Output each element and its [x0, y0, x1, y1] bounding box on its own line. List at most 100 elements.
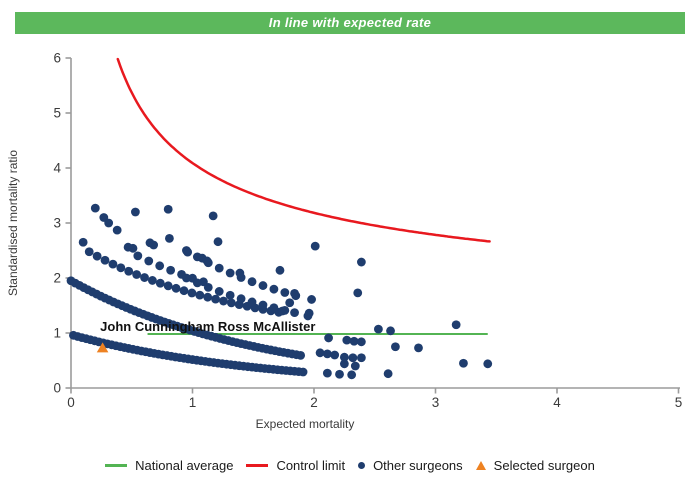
other-surgeon-dot[interactable]	[451, 320, 461, 330]
other-surgeon-dot[interactable]	[149, 240, 159, 250]
other-surgeon-dot[interactable]	[214, 263, 224, 273]
national-average-line-icon	[105, 464, 128, 467]
other-surgeon-dot[interactable]	[339, 352, 349, 362]
other-surgeon-dot[interactable]	[148, 276, 157, 285]
other-surgeon-dot[interactable]	[348, 353, 358, 363]
other-surgeon-dot[interactable]	[104, 218, 114, 228]
other-surgeon-dot[interactable]	[182, 273, 191, 283]
other-surgeon-dot[interactable]	[124, 266, 134, 276]
other-surgeon-dot[interactable]	[391, 342, 400, 352]
other-surgeon-dot[interactable]	[330, 350, 340, 360]
other-surgeon-dot[interactable]	[108, 259, 118, 269]
other-surgeon-dot[interactable]	[92, 251, 102, 261]
other-surgeon-dot[interactable]	[298, 367, 308, 377]
other-surgeon-dot[interactable]	[171, 283, 181, 293]
other-surgeon-dot[interactable]	[214, 287, 224, 296]
other-surgeon-dot[interactable]	[307, 295, 316, 304]
other-surgeon-dot[interactable]	[290, 308, 299, 318]
other-surgeon-dot[interactable]	[258, 281, 268, 290]
other-surgeon-dot[interactable]	[386, 326, 395, 336]
other-surgeon-dot[interactable]	[315, 348, 325, 358]
other-surgeon-dot[interactable]	[322, 349, 332, 359]
other-surgeon-dot[interactable]	[132, 270, 142, 279]
other-surgeon-dot[interactable]	[219, 296, 228, 306]
legend-label: National average	[135, 458, 234, 473]
other-surgeon-dot[interactable]	[203, 292, 213, 302]
other-surgeon-dot[interactable]	[296, 350, 306, 360]
other-surgeon-dot[interactable]	[285, 298, 295, 308]
legend-item-other-surgeons: Other surgeons	[358, 458, 463, 473]
selected-surgeon-marker[interactable]	[96, 342, 109, 353]
other-surgeon-dot[interactable]	[350, 361, 360, 371]
other-surgeon-dot[interactable]	[133, 251, 143, 261]
other-surgeon-dot[interactable]	[483, 359, 493, 369]
other-surgeon-dot[interactable]	[303, 311, 313, 321]
other-surgeon-dot[interactable]	[213, 237, 223, 247]
other-surgeon-dot[interactable]	[278, 306, 287, 316]
other-surgeon-dot[interactable]	[247, 277, 257, 287]
other-surgeon-dot[interactable]	[165, 234, 174, 243]
other-surgeon-dot[interactable]	[116, 263, 126, 273]
other-surgeon-dot[interactable]	[183, 247, 193, 257]
other-surgeon-dot[interactable]	[166, 265, 176, 275]
legend-label: Other surgeons	[373, 458, 463, 473]
other-surgeon-dot[interactable]	[155, 278, 165, 288]
other-surgeon-dot[interactable]	[195, 290, 205, 300]
other-surgeon-dot[interactable]	[78, 237, 88, 247]
other-surgeon-dot[interactable]	[353, 288, 363, 298]
y-tick-label: 4	[53, 161, 61, 176]
other-surgeon-dot[interactable]	[236, 294, 246, 304]
other-surgeon-dot[interactable]	[84, 247, 94, 257]
other-surgeon-dot[interactable]	[383, 369, 393, 379]
y-tick-label: 5	[53, 106, 61, 121]
other-surgeon-dot[interactable]	[226, 298, 236, 308]
other-surgeon-dot[interactable]	[208, 211, 218, 221]
other-surgeon-dot[interactable]	[192, 278, 202, 288]
other-surgeon-dot[interactable]	[225, 268, 235, 278]
other-surgeon-dot[interactable]	[373, 324, 383, 334]
other-surgeon-dot[interactable]	[356, 257, 366, 267]
other-surgeon-dot[interactable]	[349, 336, 359, 346]
other-surgeon-dot[interactable]	[335, 369, 344, 379]
control-limit-curve	[116, 57, 491, 243]
other-surgeon-dot[interactable]	[235, 268, 245, 278]
other-surgeon-dot[interactable]	[140, 273, 149, 282]
other-surgeon-dot[interactable]	[225, 290, 235, 300]
other-surgeon-dot[interactable]	[356, 337, 366, 347]
other-surgeon-dot[interactable]	[179, 286, 189, 296]
legend-item-national-average: National average	[105, 458, 233, 473]
other-surgeon-dot[interactable]	[187, 288, 197, 298]
other-surgeon-dot[interactable]	[269, 284, 279, 294]
other-surgeon-dot[interactable]	[247, 297, 257, 307]
other-surgeon-dot[interactable]	[202, 256, 212, 266]
other-surgeon-dot[interactable]	[356, 353, 366, 363]
other-surgeon-dot[interactable]	[347, 370, 357, 380]
other-surgeon-dot[interactable]	[163, 281, 173, 291]
x-axis-title: Expected mortality	[256, 417, 355, 431]
other-surgeon-dot[interactable]	[258, 300, 268, 310]
other-surgeon-dot[interactable]	[290, 289, 299, 298]
other-surgeon-dot[interactable]	[275, 265, 285, 275]
other-surgeon-dot[interactable]	[128, 243, 138, 253]
other-surgeon-dot[interactable]	[130, 207, 140, 217]
other-surgeon-dot[interactable]	[339, 359, 349, 369]
other-surgeon-dot[interactable]	[203, 282, 213, 292]
other-surgeon-dot[interactable]	[155, 261, 165, 271]
other-surgeon-dot[interactable]	[459, 358, 468, 368]
other-surgeon-dot[interactable]	[90, 203, 100, 213]
other-surgeon-dot[interactable]	[342, 335, 352, 345]
other-surgeon-dot[interactable]	[211, 294, 220, 304]
other-surgeon-dot[interactable]	[100, 255, 110, 265]
legend-item-control-limit: Control limit	[246, 458, 345, 473]
other-surgeon-dot[interactable]	[144, 256, 154, 266]
other-surgeon-dot[interactable]	[322, 368, 332, 378]
x-tick-label: 5	[675, 395, 683, 410]
other-surgeon-dot[interactable]	[324, 333, 333, 343]
other-surgeon-dot[interactable]	[112, 225, 122, 235]
other-surgeon-dot[interactable]	[414, 343, 423, 353]
other-surgeon-dot[interactable]	[310, 241, 320, 251]
other-surgeon-dot[interactable]	[280, 288, 290, 297]
other-surgeon-dot[interactable]	[269, 303, 279, 313]
other-surgeon-dot[interactable]	[163, 204, 173, 214]
chart-legend: National average Control limit Other sur…	[0, 458, 700, 473]
